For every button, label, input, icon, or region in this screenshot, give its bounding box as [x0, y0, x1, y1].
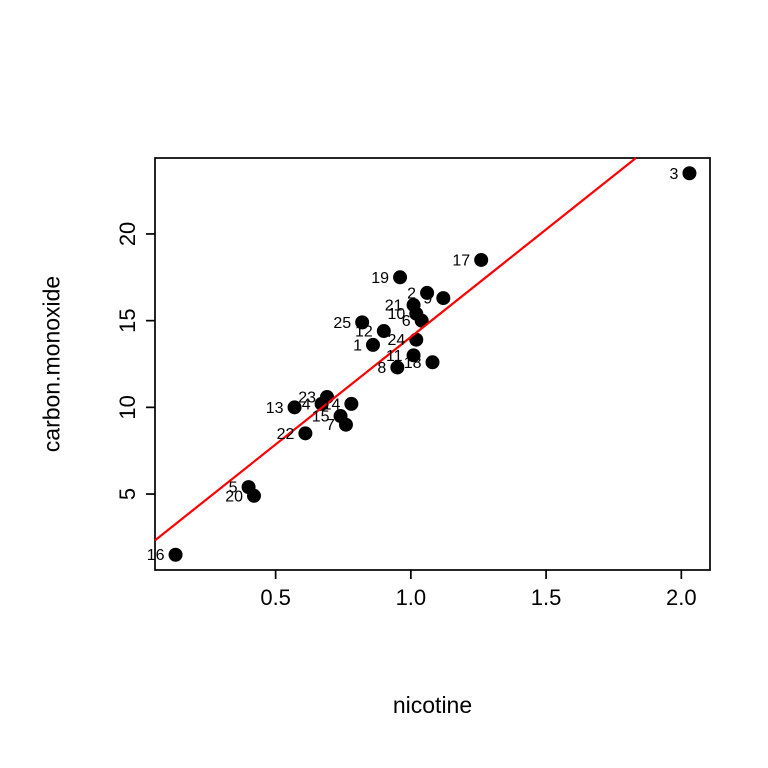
data-point — [409, 332, 424, 347]
x-axis-tick-label: 0.5 — [260, 585, 291, 610]
y-axis-tick-label: 10 — [115, 395, 140, 419]
point-label: 9 — [423, 291, 432, 308]
data-point — [474, 252, 489, 267]
point-label: 21 — [385, 298, 403, 315]
point-label: 2 — [407, 285, 416, 302]
point-label: 1 — [353, 337, 362, 354]
regression-line — [154, 157, 637, 542]
point-label: 4 — [302, 396, 311, 413]
data-point — [406, 298, 421, 313]
y-axis-tick-label: 15 — [115, 308, 140, 332]
data-point — [344, 396, 359, 411]
point-label: 10 — [387, 306, 405, 323]
point-label: 14 — [323, 396, 341, 413]
point-label: 18 — [404, 355, 422, 372]
point-label: 12 — [355, 324, 373, 341]
data-point — [168, 547, 183, 562]
data-point — [420, 285, 435, 300]
point-label: 11 — [386, 348, 403, 365]
data-point — [393, 270, 408, 285]
data-point — [682, 166, 697, 181]
y-axis-title: carbon.monoxide — [38, 275, 65, 453]
point-label: 7 — [326, 417, 335, 434]
data-point — [365, 337, 380, 352]
data-point — [436, 291, 451, 306]
data-point — [406, 348, 421, 363]
point-label: 3 — [670, 166, 679, 183]
plot-box — [154, 157, 711, 571]
data-point — [376, 324, 391, 339]
data-point — [425, 355, 440, 370]
point-label: 15 — [312, 409, 330, 426]
point-label: 13 — [266, 400, 284, 417]
data-point — [298, 426, 313, 441]
data-point — [333, 409, 348, 424]
data-point — [287, 400, 302, 415]
data-point — [390, 360, 405, 375]
point-label: 22 — [277, 426, 295, 443]
y-axis-tick-label: 5 — [115, 488, 140, 500]
x-axis-tick-label: 1.5 — [531, 585, 562, 610]
y-axis-tick-label: 20 — [115, 222, 140, 246]
point-label: 19 — [371, 270, 389, 287]
point-label: 23 — [298, 389, 316, 406]
point-label: 5 — [229, 480, 238, 497]
data-point — [246, 488, 261, 503]
point-label: 6 — [402, 313, 411, 330]
x-axis-tick-label: 2.0 — [666, 585, 697, 610]
x-axis-title: nicotine — [392, 692, 473, 718]
point-label: 20 — [225, 488, 243, 505]
point-label: 25 — [333, 315, 351, 332]
data-point — [355, 315, 370, 330]
point-label: 16 — [147, 547, 165, 564]
point-label: 17 — [452, 252, 470, 269]
point-label: 8 — [377, 360, 386, 377]
point-label: 24 — [387, 332, 405, 349]
x-axis-tick-label: 1.0 — [396, 585, 427, 610]
